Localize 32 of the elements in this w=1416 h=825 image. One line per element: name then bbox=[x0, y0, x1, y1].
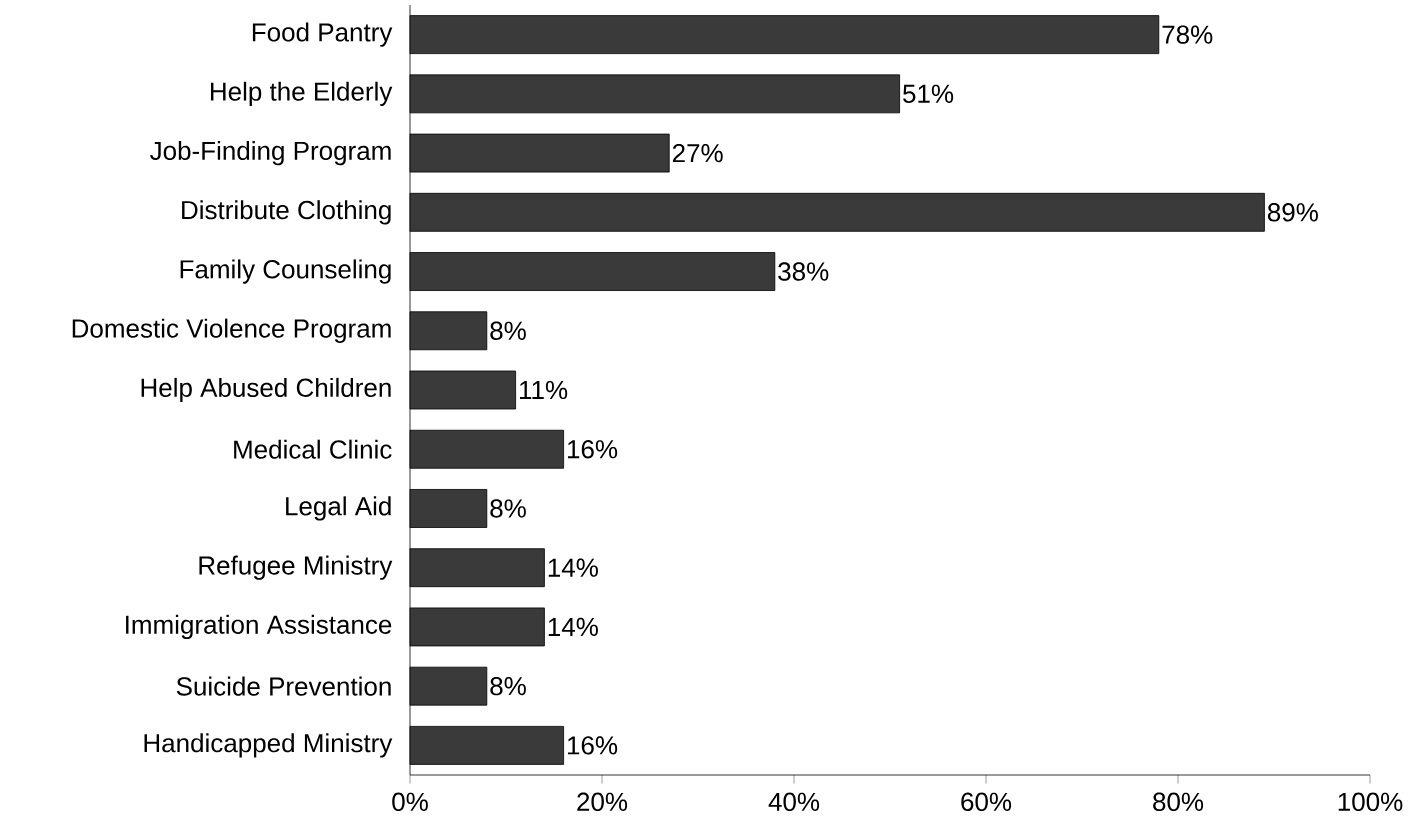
data-label: 8% bbox=[490, 676, 526, 696]
x-tick-label: 20% bbox=[577, 792, 628, 812]
data-label: 89% bbox=[1267, 203, 1318, 222]
data-label: 38% bbox=[778, 262, 829, 281]
data-label: 8% bbox=[490, 499, 526, 518]
data-label: 16% bbox=[567, 440, 618, 459]
y-tick-label: Family Counseling bbox=[180, 259, 391, 284]
x-tick-label: 100% bbox=[1338, 792, 1403, 812]
x-tick-label: 40% bbox=[768, 792, 820, 812]
y-tick-label: Legal Aid bbox=[286, 496, 391, 521]
y-tick-label: Help the Elderly bbox=[211, 81, 393, 106]
y-tick-label: Medical Clinic bbox=[234, 439, 392, 459]
data-label: 78% bbox=[1162, 25, 1213, 44]
data-label: 27% bbox=[672, 143, 723, 163]
data-label: 11% bbox=[519, 380, 568, 400]
x-tick-label: 60% bbox=[961, 792, 1012, 812]
y-tick-label: Handicapped Ministry bbox=[144, 733, 393, 758]
y-tick-label: Suicide Prevention bbox=[176, 676, 391, 696]
y-tick-label: Immigration Assistance bbox=[126, 614, 392, 640]
x-tick-label: 80% bbox=[1153, 792, 1204, 812]
data-label: 14% bbox=[548, 558, 598, 577]
data-label: 14% bbox=[548, 617, 598, 637]
data-label: 8% bbox=[490, 321, 526, 340]
y-tick-label: Distribute Clothing bbox=[182, 200, 391, 225]
y-tick-label: Food Pantry bbox=[252, 22, 393, 47]
x-tick-label: 0% bbox=[392, 792, 428, 812]
data-label: 16% bbox=[567, 736, 618, 755]
y-tick-label: Help Abused Children bbox=[141, 377, 391, 403]
data-label: 51% bbox=[903, 84, 954, 103]
y-tick-label: Domestic Violence Program bbox=[72, 318, 391, 343]
y-tick-label: Refugee Ministry bbox=[199, 555, 393, 580]
y-tick-label: Job-Finding Program bbox=[150, 140, 391, 166]
